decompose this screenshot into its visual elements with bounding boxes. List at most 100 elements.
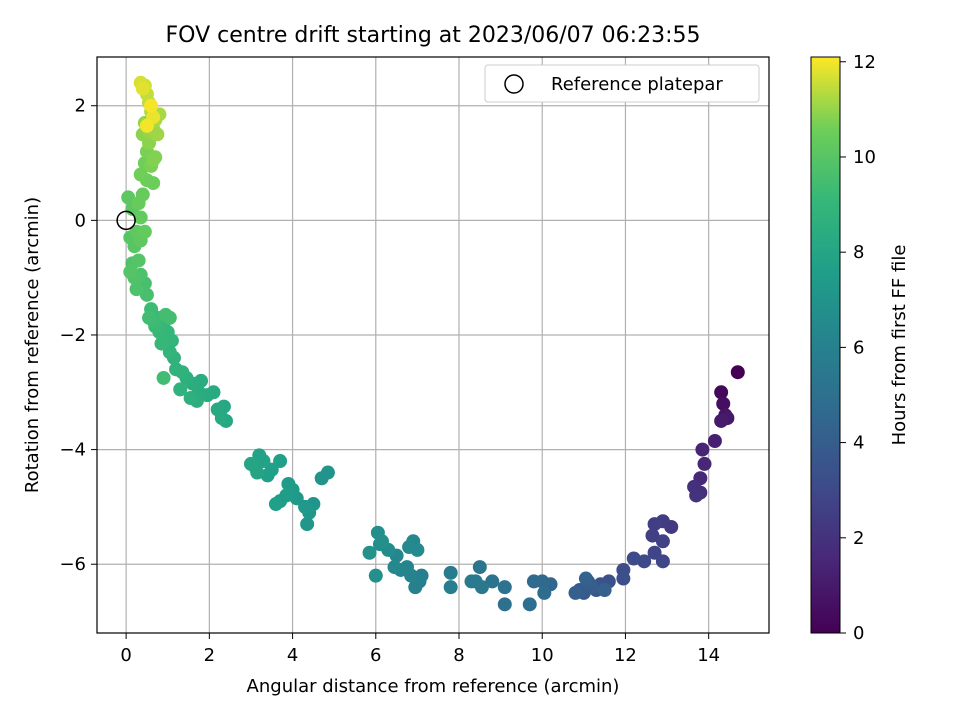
data-point (408, 580, 423, 595)
y-tick-label: −2 (59, 325, 86, 346)
data-point (616, 571, 631, 586)
data-point (647, 517, 662, 532)
data-point (522, 597, 537, 612)
chart-title: FOV centre drift starting at 2023/06/07 … (166, 23, 701, 48)
data-point (162, 345, 177, 360)
colorbar-tick-label: 12 (853, 52, 876, 73)
data-point (472, 560, 487, 575)
colorbar-tick-label: 10 (853, 147, 876, 168)
x-tick-label: 2 (204, 645, 215, 666)
data-point (252, 448, 267, 463)
data-point (156, 370, 171, 385)
y-ticks: −6 −4 −2 0 2 (59, 96, 97, 575)
data-point (497, 597, 512, 612)
colorbar-tick-label: 2 (853, 528, 864, 549)
data-point (647, 545, 662, 560)
data-point (173, 382, 188, 397)
legend: Reference platepar (484, 64, 760, 103)
data-point (697, 456, 712, 471)
colorbar-gradient (810, 56, 841, 634)
y-tick-label: −6 (59, 554, 86, 575)
colorbar-tick-label: 8 (853, 242, 864, 263)
data-point (655, 554, 670, 569)
x-axis-label: Angular distance from reference (arcmin) (247, 676, 620, 697)
data-point (410, 542, 425, 557)
data-point (655, 534, 670, 549)
colorbar-label: Hours from first FF file (889, 245, 910, 446)
data-point (273, 454, 288, 469)
x-tick-label: 6 (370, 645, 381, 666)
data-points (121, 75, 745, 612)
grid (97, 57, 769, 633)
colorbar-tick-label: 6 (853, 337, 864, 358)
data-point (368, 568, 383, 583)
y-tick-label: 2 (75, 96, 86, 117)
data-point (443, 580, 458, 595)
data-point (135, 187, 150, 202)
data-point (464, 574, 479, 589)
data-point (139, 287, 154, 302)
data-point (568, 585, 583, 600)
y-tick-label: −4 (59, 440, 86, 461)
data-point (730, 365, 745, 380)
data-point (714, 413, 729, 428)
data-point (154, 336, 169, 351)
data-point (268, 497, 283, 512)
x-tick-label: 0 (120, 645, 131, 666)
data-point (146, 176, 161, 191)
data-point (210, 402, 225, 417)
y-axis-label: Rotation from reference (arcmin) (22, 197, 43, 493)
data-point (123, 264, 138, 279)
data-point (526, 574, 541, 589)
reference-marker (116, 210, 136, 231)
data-point (131, 253, 146, 268)
data-point (485, 574, 500, 589)
data-point (537, 585, 552, 600)
legend-entry-reference: Reference platepar (551, 74, 723, 95)
data-point (183, 391, 198, 406)
colorbar-tick-label: 4 (853, 433, 864, 454)
data-point (129, 282, 144, 297)
data-point (689, 488, 704, 503)
data-point (133, 167, 148, 182)
data-point (133, 210, 148, 225)
data-point (645, 528, 660, 543)
data-point (139, 118, 154, 133)
data-point (162, 310, 177, 325)
data-point (298, 499, 313, 514)
data-point (300, 517, 315, 532)
data-point (281, 476, 296, 491)
data-point (597, 583, 612, 598)
data-point (314, 471, 329, 486)
x-tick-label: 12 (614, 645, 637, 666)
legend-box (484, 64, 760, 103)
x-tick-label: 14 (697, 645, 720, 666)
x-tick-label: 8 (453, 645, 464, 666)
colorbar-tick-label: 0 (853, 623, 864, 644)
data-point (578, 571, 593, 586)
data-point (135, 81, 150, 96)
data-point (714, 385, 729, 400)
data-point (142, 310, 157, 325)
colorbar: 0 2 4 6 8 10 12 Hours from first FF file (810, 52, 910, 644)
legend-marker-icon (504, 74, 524, 94)
data-point (144, 98, 159, 113)
data-point (362, 545, 377, 560)
plot-frame (96, 56, 770, 634)
data-point (497, 580, 512, 595)
data-point (148, 150, 163, 165)
x-tick-label: 10 (531, 645, 554, 666)
data-point (387, 560, 402, 575)
data-point (707, 434, 722, 448)
data-point (137, 224, 152, 239)
data-point (695, 442, 710, 457)
data-point (121, 190, 136, 205)
data-point (169, 362, 184, 377)
data-point (150, 127, 165, 142)
y-tick-label: 0 (75, 210, 86, 231)
x-tick-label: 4 (287, 645, 298, 666)
data-point (375, 534, 390, 549)
x-ticks: 0 2 4 6 8 10 12 14 (120, 633, 720, 666)
data-point (443, 565, 458, 580)
